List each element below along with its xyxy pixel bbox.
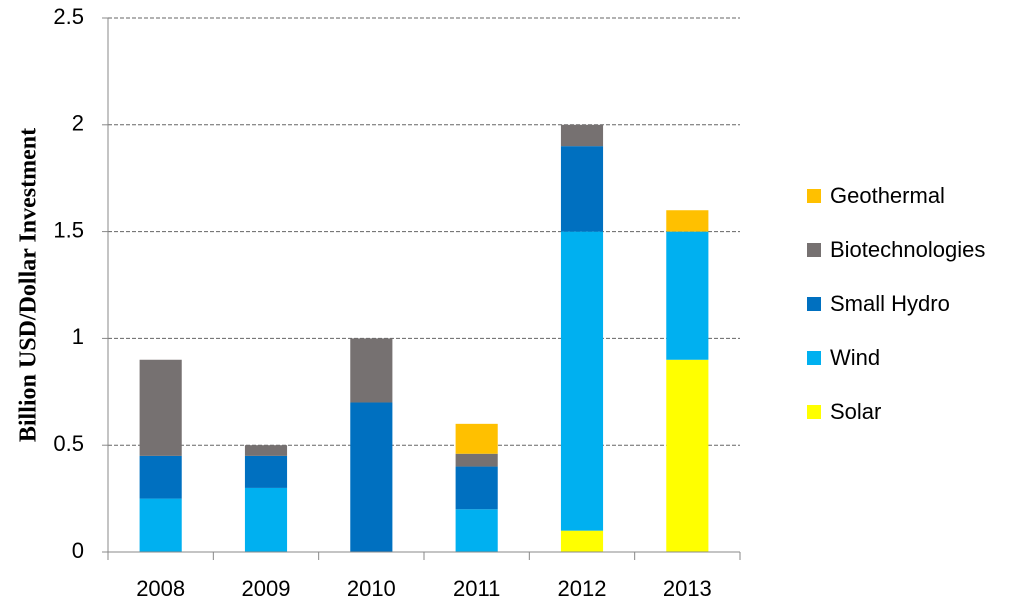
bar-segment [244,455,288,488]
legend-swatch [807,405,821,419]
legend-label: Biotechnologies [830,237,985,262]
x-tick-label: 2011 [453,576,500,601]
bar-segment [455,453,498,467]
bar-segment [455,466,498,510]
bar-segment [139,359,182,456]
x-tick-label: 2009 [242,576,291,601]
legend-label: Wind [830,345,880,370]
x-tick-label: 2013 [663,576,712,601]
bar-segment [560,124,604,147]
y-tick-label: 2 [72,111,84,136]
x-tick-label: 2008 [136,576,185,601]
bar-segment [139,498,182,552]
y-tick-label: 1.5 [53,217,84,242]
bar-segment [560,231,604,531]
legend-swatch [807,297,821,311]
y-tick-label: 0.5 [53,431,84,456]
legend-swatch [807,243,821,257]
legend-swatch [807,189,821,203]
bar-segment [455,509,498,552]
bar-segment [244,487,288,552]
bar-segment [666,359,709,552]
y-tick-label: 1 [72,324,84,349]
y-tick-label: 2.5 [53,4,84,29]
bar-segment [560,146,604,232]
bar-segment [560,530,604,552]
bar-segment [350,402,393,552]
x-tick-label: 2010 [347,576,396,601]
bar-segment [350,338,393,403]
legend-label: Geothermal [830,183,945,208]
legend-label: Small Hydro [830,291,950,316]
bar-segment [244,445,288,456]
bar-segment [666,231,709,360]
y-tick-label: 0 [72,538,84,563]
bar-segment [666,210,709,232]
x-tick-label: 2012 [558,576,607,601]
legend-swatch [807,351,821,365]
bar-segment [455,423,498,454]
bar-segment [139,455,182,499]
legend-label: Solar [830,399,881,424]
y-axis-label: Billion USD/Dollar Investment [16,128,42,442]
